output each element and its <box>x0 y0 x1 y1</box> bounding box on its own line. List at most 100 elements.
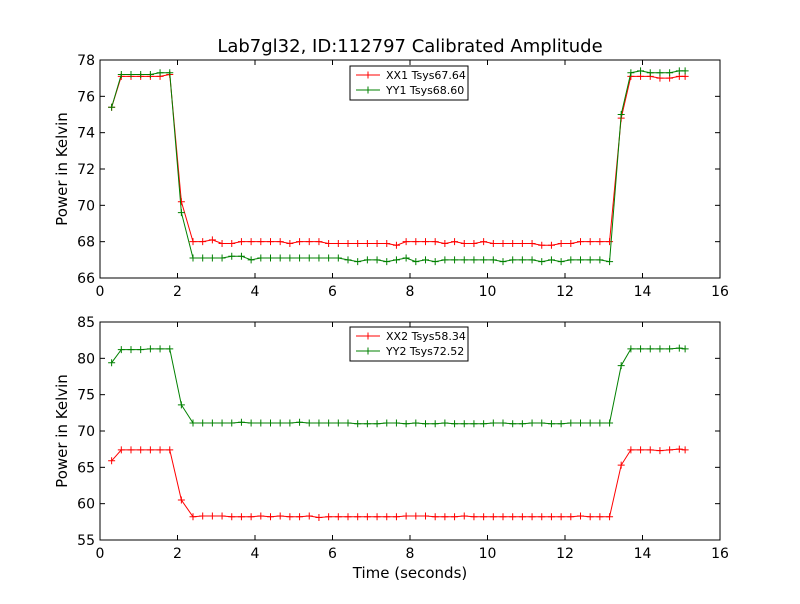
data-point <box>402 420 410 428</box>
data-point <box>656 69 664 77</box>
data-point <box>538 241 546 249</box>
data-point <box>402 238 410 246</box>
data-point <box>108 359 116 367</box>
y-tick-label: 76 <box>77 89 95 105</box>
data-point <box>363 513 371 521</box>
data-point <box>577 419 584 427</box>
data-point <box>189 254 197 262</box>
data-point <box>606 258 614 266</box>
data-point <box>528 239 536 247</box>
data-point <box>237 238 245 246</box>
data-point <box>681 67 689 75</box>
data-point <box>315 513 323 521</box>
data-point <box>383 513 391 521</box>
y-tick-label: 68 <box>77 235 95 251</box>
data-point <box>296 254 304 262</box>
data-point <box>127 71 135 79</box>
data-point <box>373 513 381 521</box>
data-point <box>557 420 565 428</box>
y-tick-label: 75 <box>77 388 95 404</box>
data-point <box>315 254 323 262</box>
data-point <box>117 346 125 354</box>
data-point <box>596 238 604 246</box>
x-tick-label: 10 <box>479 284 497 300</box>
data-point <box>373 420 381 428</box>
data-point <box>480 513 488 521</box>
data-point <box>547 256 555 264</box>
data-point <box>137 71 145 79</box>
data-point <box>177 496 185 504</box>
legend: XX2 Tsys58.34 YY2 Tsys72.52 <box>349 326 469 362</box>
data-point <box>557 258 565 266</box>
data-point <box>499 239 507 247</box>
data-point <box>296 418 304 426</box>
data-point <box>296 513 304 521</box>
data-point <box>606 513 614 521</box>
x-tick-label: 0 <box>96 546 105 562</box>
data-point <box>296 238 304 246</box>
data-point <box>166 345 174 353</box>
data-point <box>373 239 381 247</box>
data-point <box>681 345 689 353</box>
data-point <box>218 239 226 247</box>
x-tick-label: 16 <box>711 284 729 300</box>
data-point <box>586 238 594 246</box>
data-point <box>656 345 664 353</box>
data-point <box>441 239 449 247</box>
data-point <box>117 446 125 454</box>
data-point <box>518 256 526 264</box>
data-point <box>228 513 236 521</box>
data-point <box>441 256 449 264</box>
data-point <box>480 256 488 264</box>
data-point <box>383 258 391 266</box>
data-point <box>228 239 236 247</box>
data-point <box>276 238 284 246</box>
data-point <box>489 513 497 521</box>
data-point <box>199 238 207 246</box>
data-point <box>325 513 333 521</box>
data-point <box>247 256 255 264</box>
data-point <box>509 513 517 521</box>
data-point <box>325 254 333 262</box>
legend: XX1 Tsys67.64 YY1 Tsys68.60 <box>349 65 469 101</box>
data-point <box>412 512 420 520</box>
data-point <box>344 239 352 247</box>
data-point <box>596 419 604 427</box>
chart-bottom: Time (seconds) Power in Kelvin 0 2 4 6 8 10 12… <box>53 315 729 582</box>
legend-entry: XX1 Tsys67.64 <box>386 69 466 82</box>
y-tick-label: 78 <box>77 53 95 69</box>
data-point <box>276 419 284 427</box>
data-point <box>656 447 664 455</box>
data-point <box>392 256 400 264</box>
y-tick-label: 80 <box>77 351 95 367</box>
data-point <box>363 239 371 247</box>
data-point <box>315 419 323 427</box>
data-point <box>431 258 439 266</box>
data-point <box>499 513 507 521</box>
data-point <box>617 111 625 118</box>
data-point <box>528 419 536 427</box>
data-point <box>499 258 507 266</box>
x-tick-label: 12 <box>556 546 574 562</box>
data-point <box>489 419 497 427</box>
data-point <box>451 238 459 246</box>
y-tick-label: 65 <box>77 460 95 476</box>
data-point <box>354 258 362 266</box>
y-axis-label: Power in Kelvin <box>53 374 71 488</box>
data-point <box>156 345 164 353</box>
x-tick-label: 4 <box>251 284 260 300</box>
data-point <box>431 513 439 521</box>
data-point <box>237 513 245 521</box>
data-point <box>257 254 265 262</box>
data-point <box>528 256 536 264</box>
data-point <box>137 346 145 354</box>
data-point <box>344 256 352 264</box>
data-point <box>247 419 255 427</box>
data-point <box>208 236 216 244</box>
chart-title: Lab7gl32, ID:112797 Calibrated Amplitude <box>217 36 602 57</box>
data-point <box>228 252 236 260</box>
data-point <box>675 445 683 453</box>
legend-marker <box>364 86 372 94</box>
data-point <box>675 344 683 352</box>
